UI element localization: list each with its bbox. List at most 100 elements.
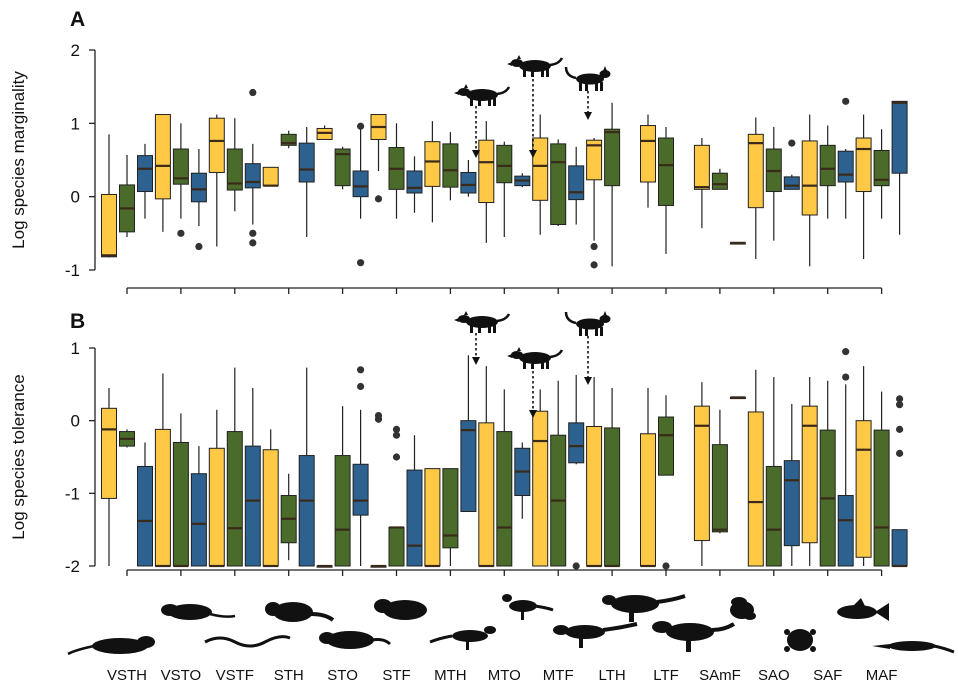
- outlier-point: [842, 373, 850, 381]
- box-vstf-blue: [244, 387, 261, 567]
- box-vstf-blue: [244, 88, 261, 247]
- box-body: [478, 422, 495, 567]
- box-body: [801, 140, 818, 216]
- box-body: [460, 171, 477, 194]
- ear: [517, 347, 521, 351]
- box-samf-green: [711, 168, 728, 190]
- box-body: [586, 139, 603, 181]
- box-body: [568, 165, 585, 201]
- outlier-point: [842, 97, 850, 105]
- outlier-point: [392, 431, 401, 439]
- y-tick-label: -1: [65, 484, 80, 503]
- category-label: MAF: [866, 667, 898, 684]
- box-body: [352, 463, 369, 516]
- arrow-head: [584, 112, 592, 120]
- box-mth-green: [442, 468, 459, 566]
- box-body: [586, 425, 603, 567]
- box-vsth-yellow: [101, 134, 117, 258]
- y-tick-label: 1: [71, 339, 80, 358]
- box-mth-green: [442, 132, 459, 201]
- snout: [507, 354, 512, 358]
- box-body: [496, 431, 513, 567]
- category-labels: VSTH VSTO VSTF STH STO STF MTH MTO MTF LTH LTF SAmF…: [107, 667, 897, 684]
- box-body: [226, 148, 243, 191]
- outlier-point: [374, 195, 383, 203]
- cat-silhouette-icon: [564, 66, 611, 91]
- category-label: VSTH: [107, 667, 147, 684]
- box-lth-yellow: [586, 377, 603, 568]
- outlier-point: [842, 348, 850, 356]
- body: [576, 73, 604, 85]
- box-ltf-green: [658, 127, 674, 254]
- outlier-point: [788, 139, 796, 147]
- y-tick-label: 0: [71, 412, 80, 431]
- box-body: [693, 405, 710, 542]
- leg: [585, 327, 588, 336]
- y-axis-label: Log species tolerance: [9, 374, 28, 539]
- arrow-head: [529, 150, 537, 158]
- category-label: STF: [382, 667, 410, 684]
- box-sao-blue: [783, 139, 800, 190]
- box-vsth-yellow: [101, 387, 117, 566]
- box-stf-yellow: [370, 411, 387, 568]
- box-mtf-green: [550, 380, 567, 567]
- leg: [579, 327, 582, 336]
- category-label: STH: [274, 667, 304, 684]
- box-sto-green: [334, 406, 351, 567]
- box-body: [873, 429, 890, 567]
- box-body: [101, 193, 117, 258]
- box-lth-green: [604, 102, 621, 267]
- box-body: [765, 465, 782, 567]
- tail: [564, 311, 577, 325]
- box-body: [442, 468, 459, 549]
- cat-silhouette-icon: [564, 311, 611, 336]
- box-sth-yellow: [262, 429, 279, 568]
- box-stf-green: [388, 123, 405, 219]
- y-tick-label: -2: [65, 557, 80, 576]
- box-mto-yellow: [478, 366, 495, 568]
- outlier-point: [374, 415, 383, 423]
- ear: [603, 311, 607, 316]
- box-sto-green: [334, 146, 351, 190]
- box-body: [532, 137, 549, 201]
- box-body: [478, 139, 495, 204]
- box-body: [208, 117, 225, 173]
- outlier-point: [896, 425, 904, 433]
- hadrosaur-silhouette-icon: [602, 594, 686, 622]
- box-body: [406, 469, 423, 567]
- leg: [531, 361, 534, 369]
- box-mth-blue: [460, 355, 477, 512]
- box-mto-blue: [514, 442, 531, 519]
- turtle-silhouette-icon: [784, 629, 816, 652]
- box-body: [388, 526, 405, 567]
- leg: [478, 325, 481, 333]
- box-vsto-green: [172, 123, 189, 237]
- box-body: [604, 427, 621, 567]
- box-body: [137, 465, 153, 567]
- ear: [517, 55, 521, 59]
- box-saf-blue: [837, 97, 854, 219]
- box-ltf-yellow: [640, 114, 656, 208]
- leg: [470, 98, 473, 106]
- silhouette-row: [67, 594, 955, 656]
- fish-silhouette-icon: [837, 598, 889, 621]
- beaver-silhouette-icon: [265, 602, 335, 622]
- arrow-head: [584, 377, 592, 385]
- tail: [564, 66, 577, 80]
- head: [458, 315, 470, 323]
- box-sto-yellow: [316, 564, 333, 568]
- box-sao-green: [765, 127, 782, 241]
- box-body: [172, 441, 189, 567]
- box-body: [460, 420, 477, 512]
- box-body: [658, 416, 674, 476]
- arrow-head: [529, 410, 537, 418]
- rodent-silhouette-icon: [67, 636, 155, 656]
- box-body: [334, 148, 351, 187]
- box-sth-blue: [298, 367, 315, 567]
- tail: [496, 86, 511, 96]
- box-sth-blue: [298, 127, 315, 237]
- box-vsth-blue: [137, 143, 153, 219]
- tasmanian-devil-silhouette-icon: [374, 599, 427, 620]
- arrow-head: [472, 357, 480, 365]
